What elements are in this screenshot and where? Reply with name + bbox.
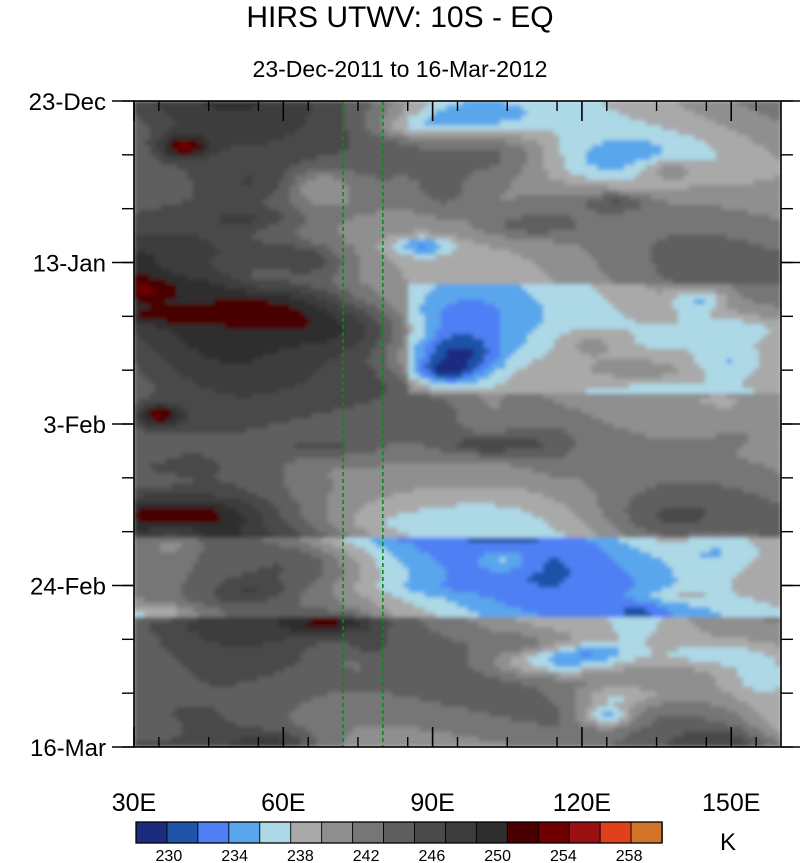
y-tick-label: 13-Jan bbox=[33, 251, 106, 278]
colorbar-swatch bbox=[506, 821, 539, 844]
colorbar-unit-label: K bbox=[720, 829, 736, 856]
y-tick-label: 16-Mar bbox=[30, 735, 106, 762]
colorbar-swatch bbox=[166, 821, 199, 844]
colorbar-swatch bbox=[599, 821, 632, 844]
colorbar-tick-label: 234 bbox=[221, 848, 248, 863]
colorbar-swatch bbox=[197, 821, 230, 844]
colorbar-tick-label: 230 bbox=[156, 848, 183, 863]
colorbar-tick-label: 250 bbox=[484, 848, 511, 863]
y-tick-label: 23-Dec bbox=[29, 89, 106, 116]
colorbar-tick-label: 238 bbox=[287, 848, 314, 863]
y-axis: 23-Dec 13-Jan 3-Feb 24-Feb 16-Mar bbox=[29, 89, 800, 762]
x-tick-label: 30E bbox=[112, 789, 156, 817]
colorbar-swatch bbox=[383, 821, 416, 844]
colorbar-swatch bbox=[444, 821, 478, 844]
x-axis: 30E 60E 90E 120E 150E bbox=[112, 101, 760, 817]
colorbar-tick-label: 258 bbox=[616, 848, 643, 863]
x-tick-label: 60E bbox=[261, 789, 305, 817]
colorbar-swatch bbox=[352, 821, 385, 844]
colorbar-swatch bbox=[475, 821, 509, 844]
contour-field bbox=[134, 101, 781, 747]
x-tick-label: 90E bbox=[410, 789, 454, 817]
colorbar-swatch bbox=[259, 821, 292, 844]
colorbar-swatch bbox=[414, 821, 447, 844]
x-tick-label: 150E bbox=[702, 789, 760, 817]
colorbar-swatch bbox=[228, 821, 261, 844]
colorbar: 230 234 238 242 246 250 254 258 bbox=[135, 821, 663, 863]
colorbar-swatch bbox=[290, 821, 323, 844]
colorbar-tick-label: 254 bbox=[550, 848, 577, 863]
colorbar-tick-label: 242 bbox=[353, 848, 380, 863]
colorbar-swatch bbox=[321, 821, 354, 844]
chart-subtitle: 23-Dec-2011 to 16-Mar-2012 bbox=[252, 56, 548, 82]
x-tick-label: 120E bbox=[553, 789, 611, 817]
y-tick-label: 3-Feb bbox=[43, 412, 106, 439]
colorbar-swatch bbox=[135, 821, 168, 844]
reference-lines bbox=[342, 101, 384, 747]
colorbar-swatch bbox=[630, 821, 663, 844]
colorbar-swatch bbox=[568, 821, 601, 844]
colorbar-swatch bbox=[537, 821, 570, 844]
chart-title: HIRS UTWV: 10S - EQ bbox=[246, 1, 554, 34]
y-tick-label: 24-Feb bbox=[30, 574, 106, 601]
colorbar-tick-label: 246 bbox=[419, 848, 446, 863]
